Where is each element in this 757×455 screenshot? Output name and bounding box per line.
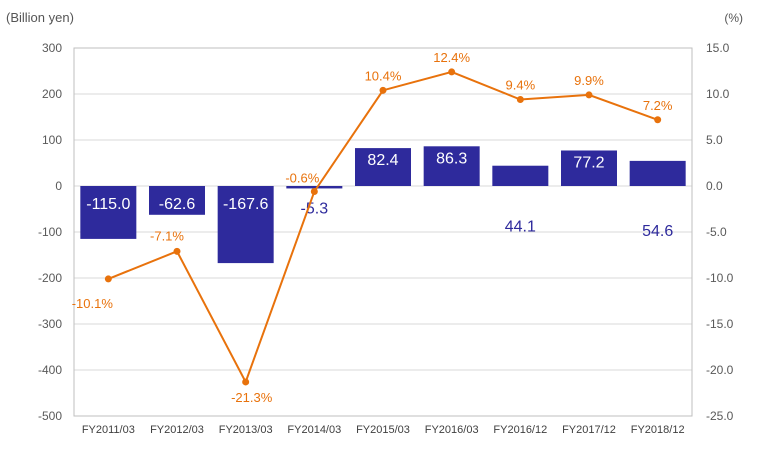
left-tick-label: 100 [42, 133, 62, 147]
bar [80, 186, 137, 239]
bar [561, 150, 617, 186]
right-tick-label: 10.0 [706, 87, 730, 101]
category-label: FY2016/03 [425, 424, 479, 436]
bar [629, 160, 686, 186]
bar-series: -115.0 -62.6 -167.6 -5.3 82.4 86.3 44.1 77.2 54.… [80, 146, 686, 264]
line-point [173, 247, 181, 255]
line-value-label: 9.9% [574, 73, 604, 88]
bar-value-label: 44.1 [505, 218, 536, 235]
category-label: FY2015/03 [356, 424, 410, 436]
right-tick-label: -5.0 [706, 225, 727, 239]
bar [286, 186, 343, 189]
category-label: FY2016/12 [493, 424, 547, 436]
category-label: FY2013/03 [219, 424, 273, 436]
line-point [448, 68, 456, 76]
line-point [654, 116, 662, 124]
right-tick-label: 5.0 [706, 133, 723, 147]
right-tick-label: 0.0 [706, 179, 723, 193]
line-value-label: 9.4% [506, 78, 536, 93]
left-tick-label: 200 [42, 87, 62, 101]
line-point [104, 275, 112, 283]
right-tick-label: 15.0 [706, 41, 730, 55]
bar-value-label: 77.2 [573, 154, 604, 171]
left-tick-label: 0 [55, 179, 62, 193]
line-value-label: -21.3% [231, 390, 273, 405]
right-tick-label: -15.0 [706, 317, 734, 331]
line-value-label: -0.6% [285, 171, 319, 186]
bar-value-label: 54.6 [642, 223, 673, 240]
bar-value-label: 86.3 [436, 150, 467, 167]
category-label: FY2017/12 [562, 424, 616, 436]
line-value-label: -7.1% [150, 228, 184, 243]
right-tick-label: -20.0 [706, 363, 734, 377]
right-axis: 15.0 10.0 5.0 0.0 -5.0 -10.0 -15.0 -20.0 -25.0 [706, 41, 734, 423]
right-axis-unit-label: (%) [724, 11, 743, 25]
line-point [379, 86, 387, 94]
plot-frame [73, 47, 693, 417]
bar-value-label: 82.4 [367, 152, 398, 169]
left-axis-unit-label: (Billion yen) [6, 10, 74, 25]
line-value-label: 12.4% [433, 50, 470, 65]
x-axis: FY2011/03 FY2012/03 FY2013/03 FY2014/03 FY20… [82, 424, 685, 436]
bar [149, 186, 205, 215]
line-series: -10.1% -7.1% -21.3% -0.6% 10.4% 12.4% 9.4% 9.9%… [72, 50, 673, 405]
category-label: FY2014/03 [287, 424, 341, 436]
bar-value-label: -167.6 [223, 196, 268, 213]
line-value-label: 7.2% [643, 98, 673, 113]
line-point [585, 91, 593, 99]
right-tick-label: -25.0 [706, 409, 734, 423]
line-point [242, 378, 250, 386]
left-tick-label: 300 [42, 41, 62, 55]
left-axis: 300 200 100 0 -100 -200 -300 -400 -500 [38, 41, 62, 423]
margin-line [107, 70, 659, 385]
category-label: FY2012/03 [150, 424, 204, 436]
bar [423, 146, 480, 186]
left-tick-label: -500 [38, 409, 62, 423]
right-tick-label: -10.0 [706, 271, 734, 285]
left-tick-label: -300 [38, 317, 62, 331]
line-point [516, 96, 524, 104]
line-point [310, 188, 318, 196]
left-tick-label: -100 [38, 225, 62, 239]
category-label: FY2018/12 [631, 424, 685, 436]
bar [492, 165, 549, 186]
bar-value-label: -62.6 [159, 196, 196, 213]
bar [217, 186, 274, 264]
line-value-label: 10.4% [365, 68, 402, 83]
bar-value-label: -115.0 [86, 196, 130, 213]
category-label: FY2011/03 [82, 424, 135, 436]
bar-value-label: -5.3 [301, 200, 329, 217]
line-value-label: -10.1% [72, 296, 114, 311]
bar [355, 148, 411, 186]
left-tick-label: -200 [38, 271, 62, 285]
left-tick-label: -400 [38, 363, 62, 377]
